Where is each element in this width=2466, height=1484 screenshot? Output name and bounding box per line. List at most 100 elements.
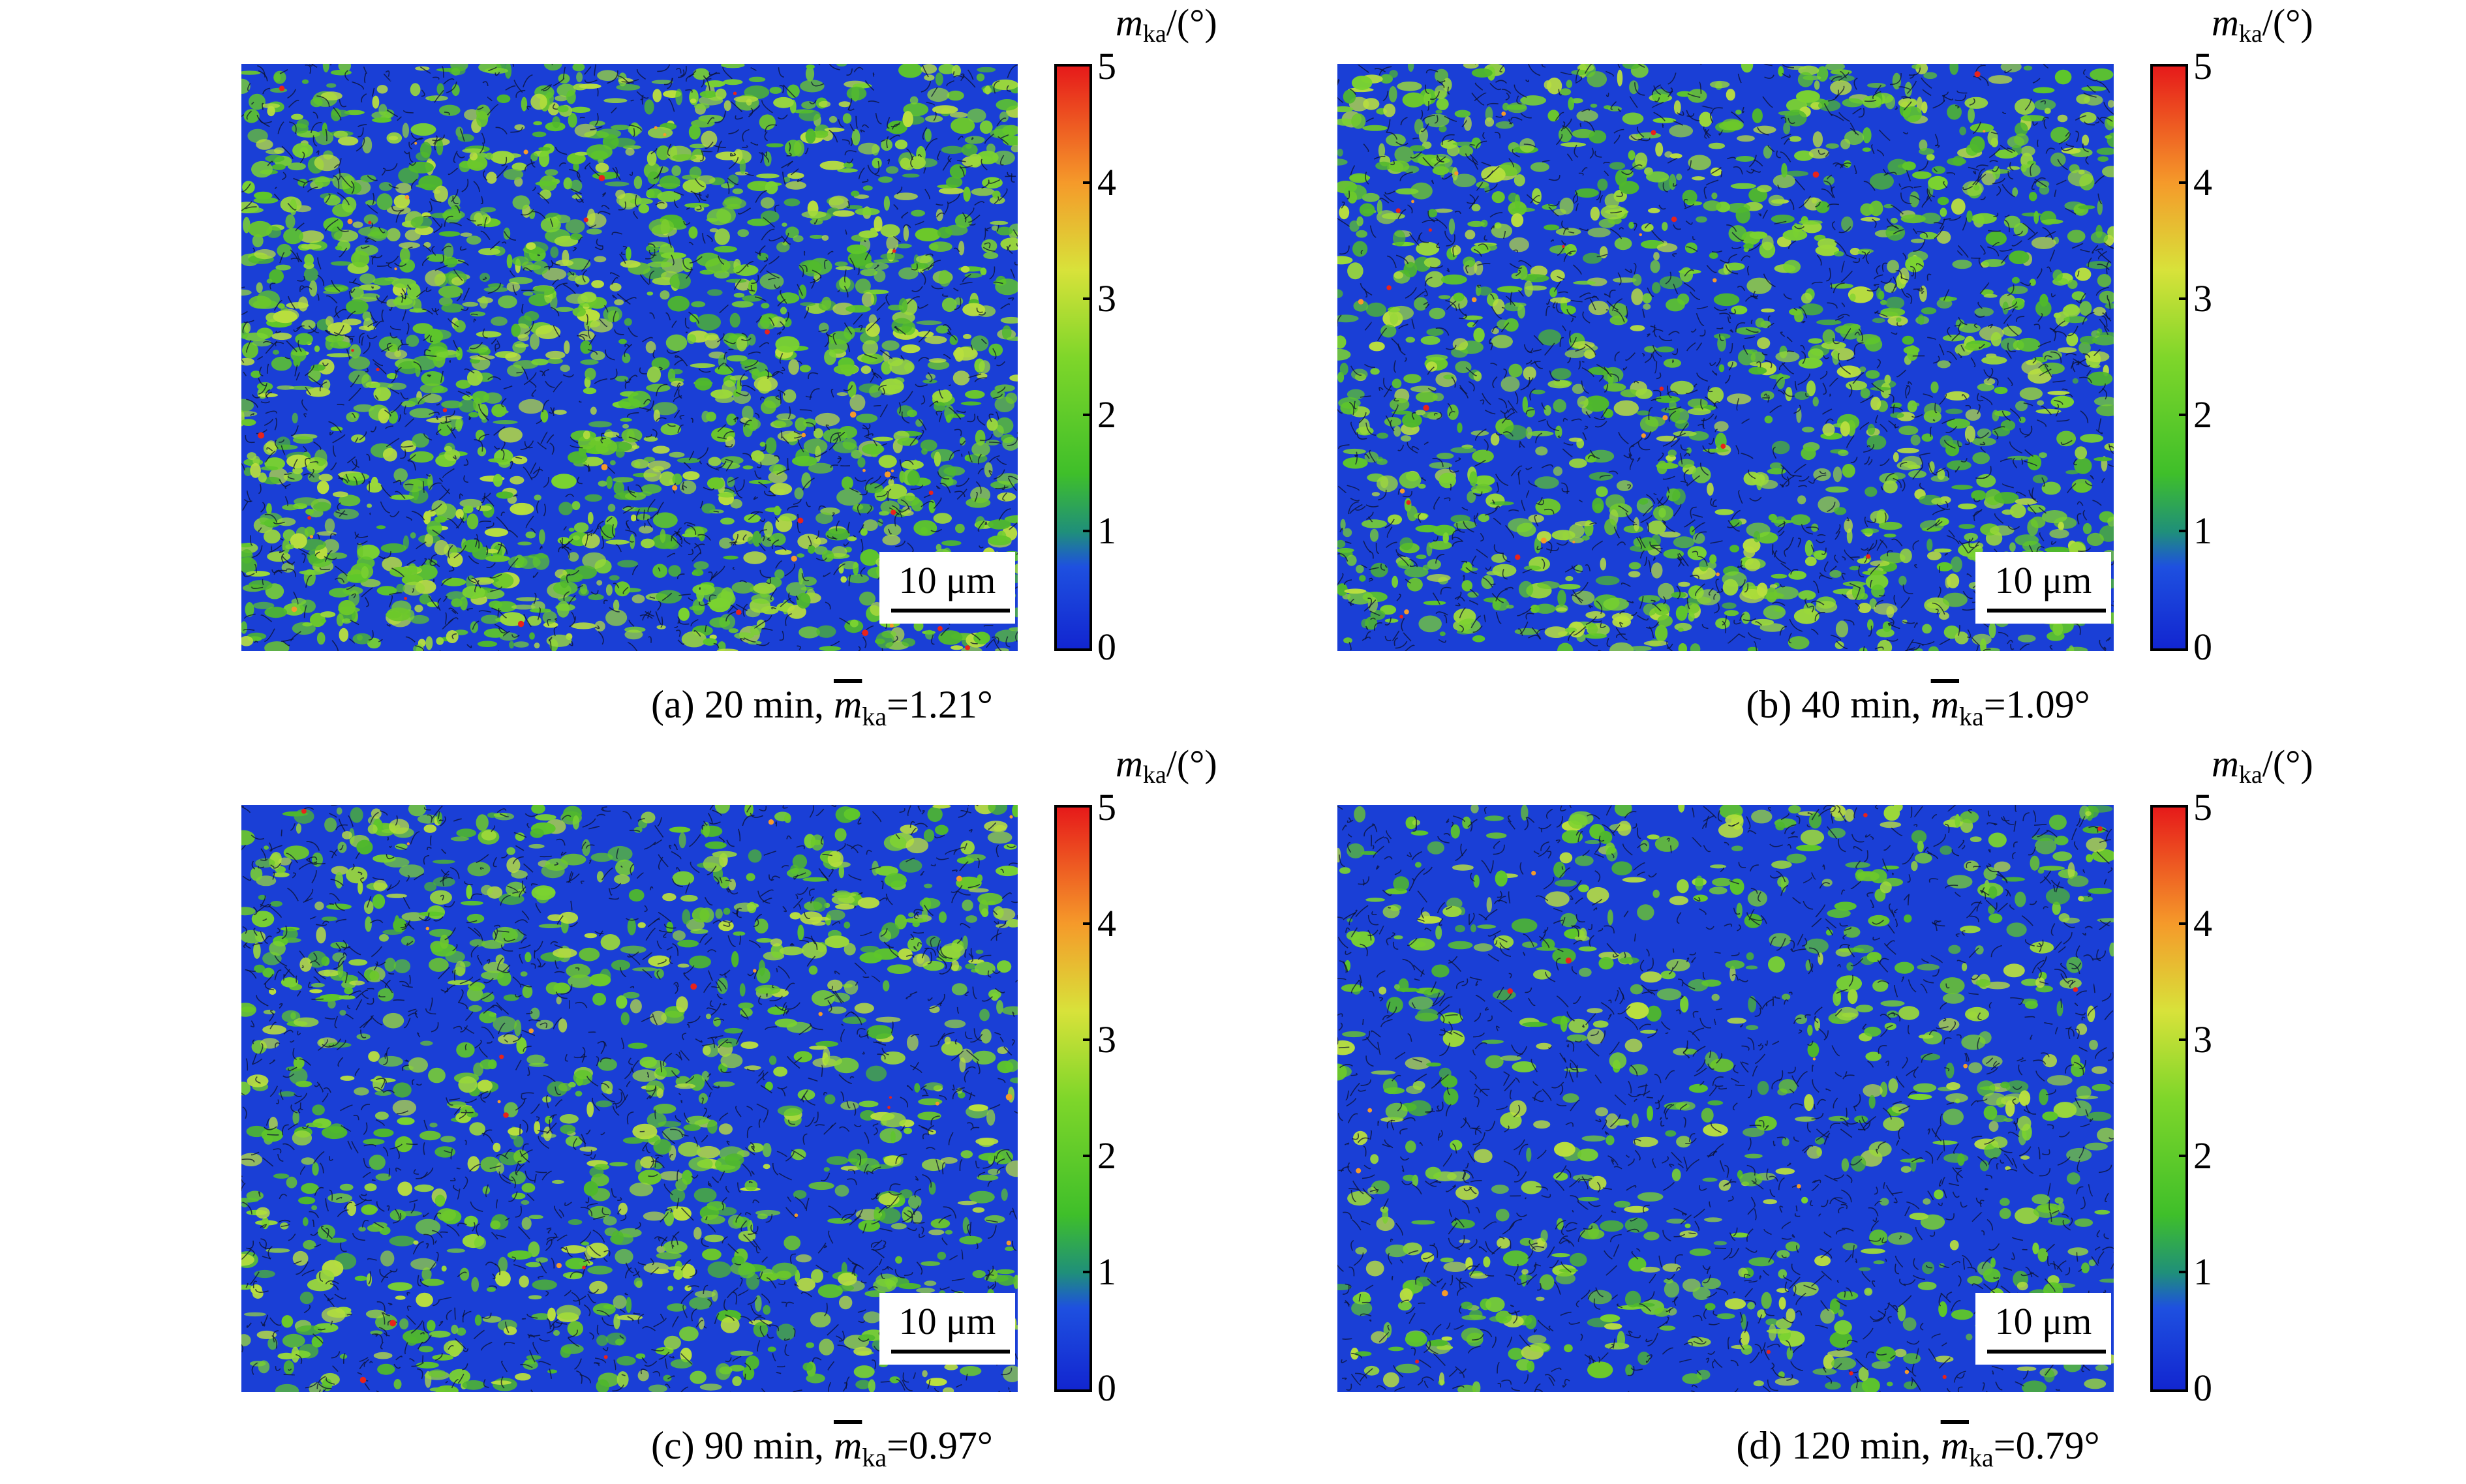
colorbar-gradient-a xyxy=(1057,67,1089,648)
colorbar-title-unit-a: /(°) xyxy=(1166,1,1217,44)
caption-d: (d) 120 min, mka=0.79° xyxy=(1337,1419,2466,1484)
caption-c-prefix: (c) 90 min, xyxy=(651,1424,834,1467)
colorbar-tick-c-4: 4 xyxy=(1097,902,1116,945)
kam-map-a xyxy=(241,64,1018,651)
colorbar-tick-b-0: 0 xyxy=(2193,626,2212,668)
panel-d: 10 μm mka/(°) 5 4 3 2 1 0 (d) 120 min, m… xyxy=(1337,741,2466,1472)
caption-d-prefix: (d) 120 min, xyxy=(1736,1424,1941,1467)
caption-c-value: =0.97° xyxy=(887,1424,993,1467)
colorbar-gradient-d xyxy=(2153,808,2185,1389)
colorbar-tickmark xyxy=(1083,1155,1092,1157)
colorbar-title-symbol-c: m xyxy=(1116,742,1143,785)
colorbar-tick-d-1: 1 xyxy=(2193,1250,2212,1293)
colorbar-tickmark xyxy=(2179,922,2188,925)
colorbar-tick-c-2: 2 xyxy=(1097,1134,1116,1177)
caption-a-symbol: m xyxy=(833,683,862,726)
kam-map-b-svg xyxy=(1337,64,2114,651)
colorbar-tick-d-3: 3 xyxy=(2193,1018,2212,1061)
colorbar-a xyxy=(1054,64,1092,651)
kam-map-d-svg xyxy=(1337,805,2114,1392)
colorbar-title-sub-d: ka xyxy=(2238,761,2262,789)
panel-a: 10 μm mka/(°) 5 4 3 2 1 0 (a) 20 min, mk… xyxy=(241,0,1403,731)
kam-map-a-svg xyxy=(241,64,1018,651)
colorbar-title-symbol-d: m xyxy=(2212,742,2239,785)
colorbar-tick-c-1: 1 xyxy=(1097,1250,1116,1293)
scale-bar-a: 10 μm xyxy=(879,552,1015,624)
scale-bar-line-a xyxy=(891,609,1010,613)
scale-bar-line-b xyxy=(1987,609,2106,613)
colorbar-tickmark xyxy=(1083,1271,1092,1273)
caption-c: (c) 90 min, mka=0.97° xyxy=(241,1419,1403,1484)
colorbar-c xyxy=(1054,805,1092,1392)
caption-d-value: =0.79° xyxy=(1993,1424,2100,1467)
colorbar-title-sub-c: ka xyxy=(1142,761,1166,789)
caption-a-prefix: (a) 20 min, xyxy=(651,683,834,726)
colorbar-tick-a-3: 3 xyxy=(1097,277,1116,320)
colorbar-title-c: mka/(°) xyxy=(1116,741,1217,798)
colorbar-tickmark xyxy=(1083,414,1092,416)
colorbar-title-a: mka/(°) xyxy=(1116,0,1217,57)
colorbar-title-sub-b: ka xyxy=(2238,20,2262,48)
colorbar-tick-b-2: 2 xyxy=(2193,393,2212,436)
colorbar-tick-d-2: 2 xyxy=(2193,1134,2212,1177)
colorbar-tick-b-5: 5 xyxy=(2193,45,2212,87)
colorbar-gradient-b xyxy=(2153,67,2185,648)
colorbar-tickmark xyxy=(2179,297,2188,300)
scale-bar-b: 10 μm xyxy=(1975,552,2111,624)
colorbar-title-unit-c: /(°) xyxy=(1166,742,1217,785)
scale-bar-line-d xyxy=(1987,1350,2106,1354)
colorbar-tick-d-4: 4 xyxy=(2193,902,2212,945)
colorbar-gradient-c xyxy=(1057,808,1089,1389)
panel-b: 10 μm mka/(°) 5 4 3 2 1 0 (b) 40 min, mk… xyxy=(1337,0,2466,731)
colorbar-tickmark xyxy=(1083,181,1092,184)
scale-bar-c: 10 μm xyxy=(879,1293,1015,1365)
colorbar-title-symbol-a: m xyxy=(1116,1,1143,44)
colorbar-tick-a-5: 5 xyxy=(1097,45,1116,87)
caption-b-symbol: m xyxy=(1930,683,1960,726)
colorbar-tickmark xyxy=(1083,922,1092,925)
colorbar-tickmark xyxy=(2179,1155,2188,1157)
caption-a: (a) 20 min, mka=1.21° xyxy=(241,678,1403,743)
colorbar-b xyxy=(2150,64,2188,651)
colorbar-title-unit-b: /(°) xyxy=(2262,1,2313,44)
colorbar-tick-b-3: 3 xyxy=(2193,277,2212,320)
scale-bar-line-c xyxy=(891,1350,1010,1354)
scale-bar-label-a: 10 μm xyxy=(898,559,996,601)
colorbar-tickmark xyxy=(1083,1038,1092,1041)
colorbar-tick-c-3: 3 xyxy=(1097,1018,1116,1061)
scale-bar-label-b: 10 μm xyxy=(1994,559,2092,601)
colorbar-tick-c-0: 0 xyxy=(1097,1367,1116,1409)
colorbar-title-symbol-b: m xyxy=(2212,1,2239,44)
colorbar-tick-b-1: 1 xyxy=(2193,509,2212,552)
colorbar-tick-c-5: 5 xyxy=(1097,786,1116,828)
colorbar-tick-a-2: 2 xyxy=(1097,393,1116,436)
caption-a-sub: ka xyxy=(862,702,887,731)
colorbar-d xyxy=(2150,805,2188,1392)
colorbar-tickmark xyxy=(1083,297,1092,300)
colorbar-tickmark xyxy=(2179,181,2188,184)
caption-c-symbol: m xyxy=(833,1424,862,1467)
colorbar-tick-a-4: 4 xyxy=(1097,161,1116,204)
colorbar-tickmark xyxy=(2179,1271,2188,1273)
colorbar-tickmark xyxy=(2179,1038,2188,1041)
colorbar-title-unit-d: /(°) xyxy=(2262,742,2313,785)
colorbar-title-sub-a: ka xyxy=(1142,20,1166,48)
panel-c: 10 μm mka/(°) 5 4 3 2 1 0 (c) 90 min, mk… xyxy=(241,741,1403,1472)
caption-b-sub: ka xyxy=(1959,702,1984,731)
colorbar-title-b: mka/(°) xyxy=(2212,0,2313,57)
colorbar-tickmark xyxy=(2179,414,2188,416)
scale-bar-label-d: 10 μm xyxy=(1994,1300,2092,1342)
caption-a-value: =1.21° xyxy=(887,683,993,726)
colorbar-tickmark xyxy=(1083,530,1092,532)
colorbar-tick-d-5: 5 xyxy=(2193,786,2212,828)
colorbar-title-d: mka/(°) xyxy=(2212,741,2313,798)
colorbar-tick-b-4: 4 xyxy=(2193,161,2212,204)
caption-b: (b) 40 min, mka=1.09° xyxy=(1337,678,2466,743)
caption-d-symbol: m xyxy=(1940,1424,1970,1467)
colorbar-tick-a-1: 1 xyxy=(1097,509,1116,552)
caption-c-sub: ka xyxy=(862,1443,887,1472)
caption-d-sub: ka xyxy=(1969,1443,1994,1472)
caption-b-value: =1.09° xyxy=(1983,683,2090,726)
colorbar-tick-a-0: 0 xyxy=(1097,626,1116,668)
scale-bar-d: 10 μm xyxy=(1975,1293,2111,1365)
